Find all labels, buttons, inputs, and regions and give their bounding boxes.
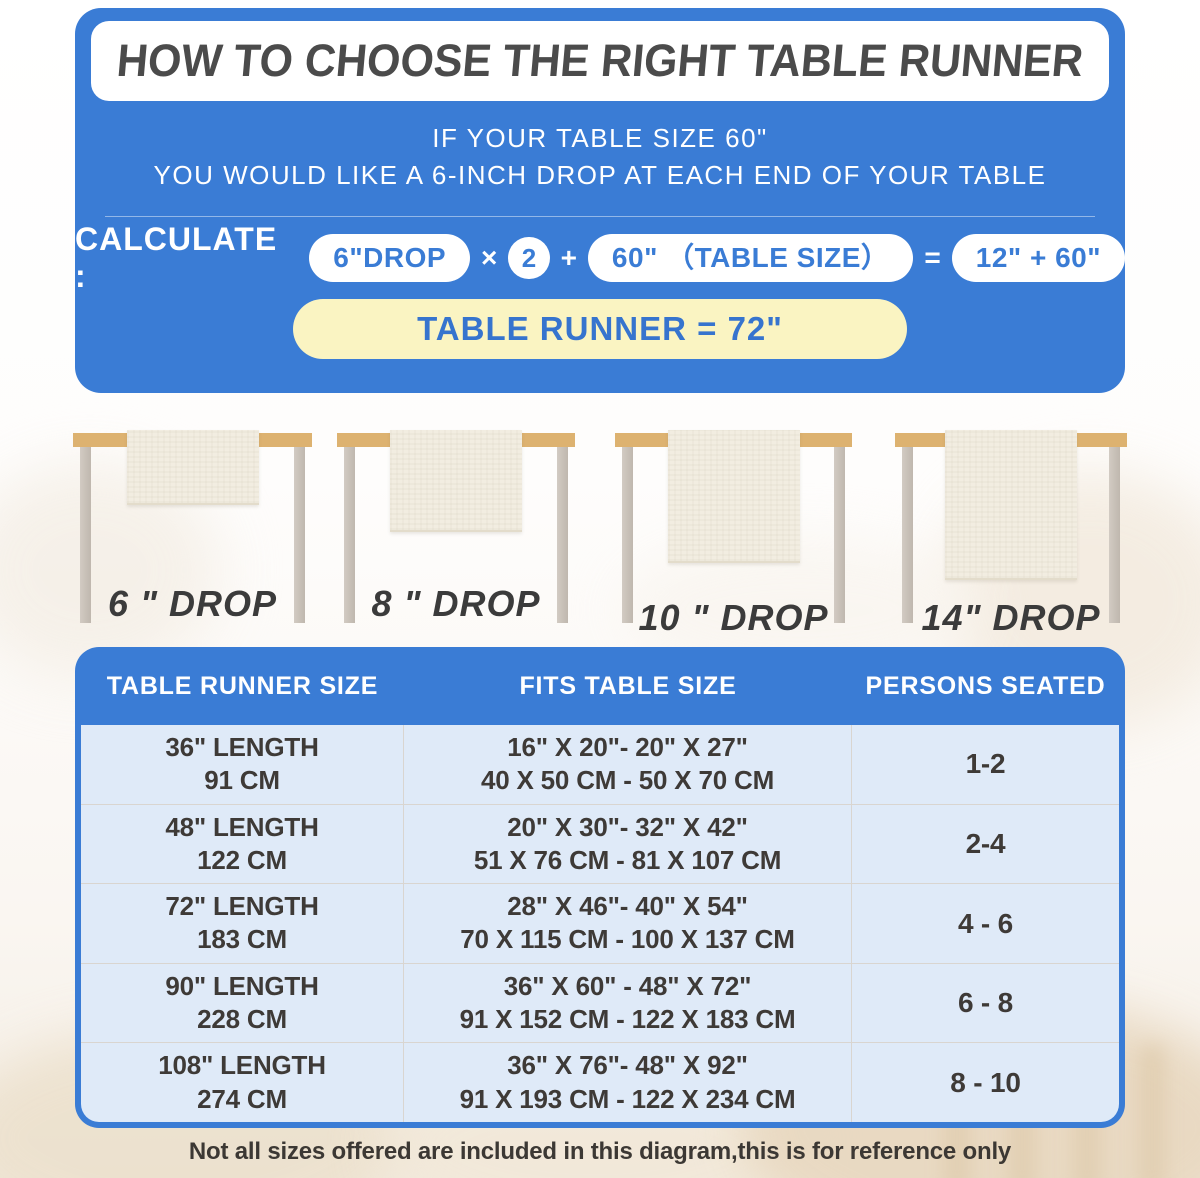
table-leg xyxy=(902,447,913,623)
plus-sign: + xyxy=(560,242,577,273)
table-leg xyxy=(1109,447,1120,623)
drop-label: 6 " DROP xyxy=(107,583,278,624)
table-leg xyxy=(294,447,305,623)
title-banner: HOW TO CHOOSE THE RIGHT TABLE RUNNER xyxy=(91,21,1109,101)
intro-line-2: YOU WOULD LIKE A 6-INCH DROP AT EACH END… xyxy=(153,160,1047,190)
column-header-fits-table: FITS TABLE SIZE xyxy=(519,671,737,700)
table-size-pill: 60" （TABLE SIZE） xyxy=(587,234,914,282)
calculation-row: CALCULATE : 6"DROP × 2 + 60" （TABLE SIZE… xyxy=(75,221,1125,294)
runner-size-cell: 108" LENGTH 274 CM xyxy=(81,1043,404,1122)
page-title: HOW TO CHOOSE THE RIGHT TABLE RUNNER xyxy=(114,35,1086,86)
sum-pill: 12" + 60" xyxy=(951,234,1125,282)
intro-line-1: IF YOUR TABLE SIZE 60" xyxy=(432,123,768,153)
column-header-persons: PERSONS SEATED xyxy=(865,671,1106,700)
calculate-label: CALCULATE : xyxy=(75,221,278,294)
times-sign: × xyxy=(481,242,498,273)
persons-cell: 2-4 xyxy=(965,827,1006,859)
runner-size-cell: 72" LENGTH 183 CM xyxy=(81,884,404,963)
runner-size-cell: 48" LENGTH 122 CM xyxy=(81,804,404,884)
runner-size-cell: 36" LENGTH 91 CM xyxy=(81,725,404,804)
table-row: 36" LENGTH 91 CM 16" X 20"- 20" X 27" 40… xyxy=(81,725,1119,805)
table-leg xyxy=(834,447,845,623)
equals-sign: = xyxy=(924,242,941,273)
size-chart-body: 36" LENGTH 91 CM 16" X 20"- 20" X 27" 40… xyxy=(81,725,1119,1122)
drop-label: 14" DROP xyxy=(921,597,1101,638)
persons-cell: 8 - 10 xyxy=(950,1066,1021,1098)
footer-note: Not all sizes offered are included in th… xyxy=(188,1138,1012,1165)
persons-cell: 4 - 6 xyxy=(957,907,1014,939)
table-leg xyxy=(80,447,91,623)
table-row: 108" LENGTH 274 CM 36" X 76"- 48" X 92" … xyxy=(81,1043,1119,1122)
result-text: TABLE RUNNER = 72" xyxy=(417,310,783,347)
persons-cell: 1-2 xyxy=(965,748,1006,780)
size-chart-panel: TABLE RUNNER SIZE FITS TABLE SIZE PERSON… xyxy=(75,647,1125,1128)
drop-label: 8 " DROP xyxy=(371,583,541,624)
table-row: 72" LENGTH 183 CM 28" X 46"- 40" X 54" 7… xyxy=(81,884,1119,964)
result-pill: TABLE RUNNER = 72" xyxy=(293,299,907,359)
table-leg xyxy=(622,447,633,623)
drop-label: 10 " DROP xyxy=(638,597,829,638)
table-figure-10-drop: 10 " DROP xyxy=(615,425,852,650)
table-leg xyxy=(344,447,355,623)
table-figure-6-drop: 6 " DROP xyxy=(73,425,312,650)
multiplier-badge: 2 xyxy=(508,237,550,279)
column-header-runner-size: TABLE RUNNER SIZE xyxy=(106,671,379,700)
table-row: 90" LENGTH 228 CM 36" X 60" - 48" X 72" … xyxy=(81,963,1119,1044)
persons-cell: 6 - 8 xyxy=(957,987,1014,1019)
runner-size-cell: 90" LENGTH 228 CM xyxy=(81,963,404,1043)
table-runner xyxy=(390,430,522,532)
size-chart-header: TABLE RUNNER SIZE FITS TABLE SIZE PERSON… xyxy=(81,647,1119,725)
fits-table-cell: 36" X 60" - 48" X 72" 91 X 152 CM - 122 … xyxy=(404,963,852,1043)
header-panel: HOW TO CHOOSE THE RIGHT TABLE RUNNER IF … xyxy=(75,8,1125,393)
fits-table-cell: 20" X 30"- 32" X 42" 51 X 76 CM - 81 X 1… xyxy=(404,804,852,884)
table-runner xyxy=(126,430,259,505)
table-figure-14-drop: 14" DROP xyxy=(895,425,1127,650)
drop-pill: 6"DROP xyxy=(309,234,471,282)
table-row: 48" LENGTH 122 CM 20" X 30"- 32" X 42" 5… xyxy=(81,804,1119,885)
fits-table-cell: 16" X 20"- 20" X 27" 40 X 50 CM - 50 X 7… xyxy=(404,725,852,804)
fits-table-cell: 36" X 76"- 48" X 92" 91 X 193 CM - 122 X… xyxy=(404,1043,852,1122)
table-runner xyxy=(945,430,1077,580)
table-runner xyxy=(667,430,800,563)
divider-line xyxy=(105,216,1095,217)
table-leg xyxy=(557,447,568,623)
fits-table-cell: 28" X 46"- 40" X 54" 70 X 115 CM - 100 X… xyxy=(404,884,852,963)
table-figure-8-drop: 8 " DROP xyxy=(337,425,575,650)
